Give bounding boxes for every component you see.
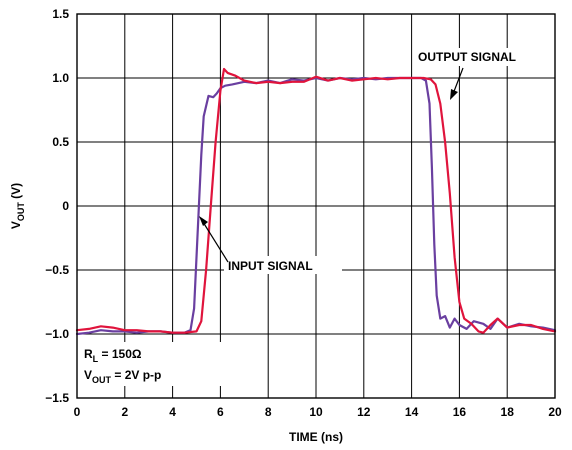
x-tick-label: 6 (217, 405, 224, 419)
y-axis-label: VOUT (V) (9, 183, 26, 229)
y-tick-label: −1.5 (45, 391, 69, 405)
x-tick-label: 16 (453, 405, 467, 419)
y-tick-label: 0.5 (52, 135, 69, 149)
output-signal-label: OUTPUT SIGNAL (418, 50, 516, 64)
y-tick-label: 1.0 (52, 71, 69, 85)
x-tick-label: 0 (74, 405, 81, 419)
grid (77, 14, 555, 398)
condition-vout-rest: = 2V p-p (111, 368, 161, 382)
x-tick-label: 10 (309, 405, 323, 419)
condition-vout-sub: OUT (92, 375, 112, 385)
x-tick-label: 8 (265, 405, 272, 419)
y-axis-label-main: V (9, 221, 23, 229)
input-signal-label: INPUT SIGNAL (228, 259, 313, 273)
x-tick-label: 12 (357, 405, 371, 419)
y-tick-label: −1.0 (45, 327, 69, 341)
x-tick-label: 4 (169, 405, 176, 419)
condition-vout-main: V (84, 368, 92, 382)
x-tick-labels: 0 2 4 6 8 10 12 14 16 18 20 (74, 405, 562, 419)
input-signal-arrowhead (199, 216, 208, 226)
y-axis-label-sub: OUT (16, 202, 26, 222)
output-signal-arrow-line (453, 68, 463, 94)
condition-rl-rest: = 150Ω (98, 347, 142, 361)
y-tick-label: 0 (62, 199, 69, 213)
x-axis-label: TIME (ns) (289, 430, 343, 444)
y-tick-label: −0.5 (45, 263, 69, 277)
x-tick-label: 20 (548, 405, 562, 419)
x-tick-label: 14 (405, 405, 419, 419)
y-tick-label: 1.5 (52, 7, 69, 21)
condition-rl-main: R (84, 347, 93, 361)
x-tick-label: 18 (501, 405, 515, 419)
x-tick-label: 2 (121, 405, 128, 419)
output-signal-arrowhead (450, 89, 458, 100)
y-tick-labels: 1.5 1.0 0.5 0 −0.5 −1.0 −1.5 (45, 7, 69, 405)
y-axis-label-unit: (V) (9, 183, 23, 202)
